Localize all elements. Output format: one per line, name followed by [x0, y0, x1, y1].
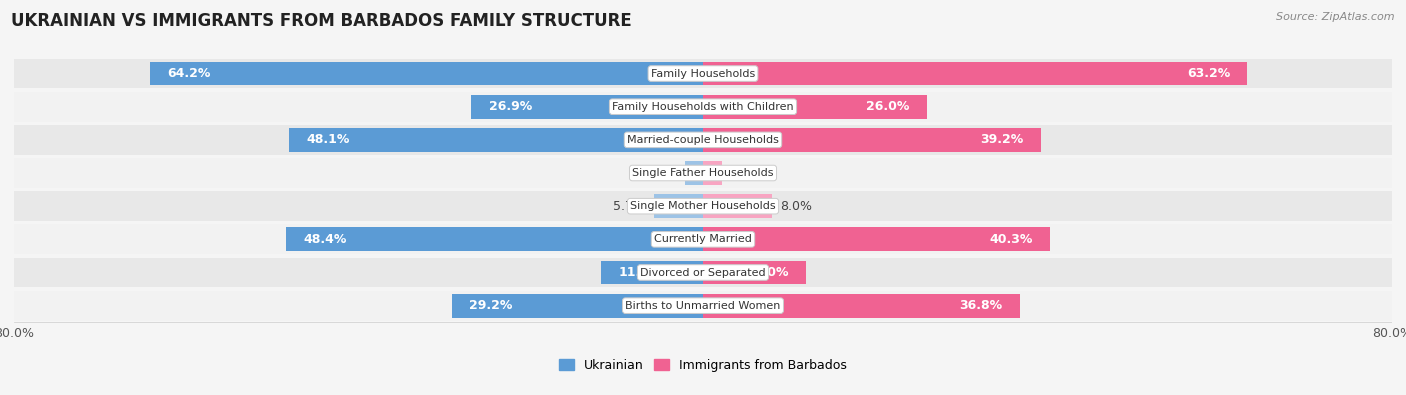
Text: Single Mother Households: Single Mother Households	[630, 201, 776, 211]
Bar	[703, 128, 1040, 152]
Bar	[14, 291, 1392, 321]
Bar	[703, 228, 1050, 251]
Bar	[150, 62, 703, 85]
Bar	[288, 128, 703, 152]
Text: 8.0%: 8.0%	[780, 200, 813, 213]
Text: Births to Unmarried Women: Births to Unmarried Women	[626, 301, 780, 310]
Text: 2.2%: 2.2%	[731, 167, 762, 179]
Text: 48.1%: 48.1%	[307, 134, 349, 147]
Bar	[602, 261, 703, 284]
Bar	[14, 224, 1392, 254]
Text: 39.2%: 39.2%	[980, 134, 1024, 147]
Text: 5.7%: 5.7%	[613, 200, 645, 213]
Text: 36.8%: 36.8%	[959, 299, 1002, 312]
Bar	[14, 191, 1392, 221]
Bar	[14, 158, 1392, 188]
Text: 29.2%: 29.2%	[468, 299, 512, 312]
Text: 63.2%: 63.2%	[1187, 67, 1230, 80]
Bar	[685, 161, 703, 185]
Bar	[703, 95, 927, 118]
Bar	[703, 62, 1247, 85]
Bar	[14, 258, 1392, 288]
Bar	[703, 161, 721, 185]
Text: Married-couple Households: Married-couple Households	[627, 135, 779, 145]
Bar	[703, 294, 1019, 318]
Bar	[451, 294, 703, 318]
Text: Divorced or Separated: Divorced or Separated	[640, 267, 766, 278]
Text: Single Father Households: Single Father Households	[633, 168, 773, 178]
Bar	[14, 58, 1392, 88]
Bar	[287, 228, 703, 251]
Bar	[471, 95, 703, 118]
Text: 12.0%: 12.0%	[745, 266, 789, 279]
Bar	[703, 261, 807, 284]
Text: UKRAINIAN VS IMMIGRANTS FROM BARBADOS FAMILY STRUCTURE: UKRAINIAN VS IMMIGRANTS FROM BARBADOS FA…	[11, 12, 633, 30]
Text: 26.0%: 26.0%	[866, 100, 910, 113]
Text: Currently Married: Currently Married	[654, 234, 752, 245]
Text: 2.1%: 2.1%	[644, 167, 676, 179]
Text: 48.4%: 48.4%	[304, 233, 347, 246]
Text: 26.9%: 26.9%	[488, 100, 531, 113]
Text: Family Households: Family Households	[651, 69, 755, 79]
Text: 11.8%: 11.8%	[619, 266, 662, 279]
Bar	[654, 194, 703, 218]
Legend: Ukrainian, Immigrants from Barbados: Ukrainian, Immigrants from Barbados	[554, 354, 852, 377]
Bar	[14, 125, 1392, 155]
Bar	[14, 92, 1392, 122]
Text: 40.3%: 40.3%	[990, 233, 1033, 246]
Text: 64.2%: 64.2%	[167, 67, 211, 80]
Bar	[703, 194, 772, 218]
Text: Family Households with Children: Family Households with Children	[612, 102, 794, 112]
Text: Source: ZipAtlas.com: Source: ZipAtlas.com	[1277, 12, 1395, 22]
